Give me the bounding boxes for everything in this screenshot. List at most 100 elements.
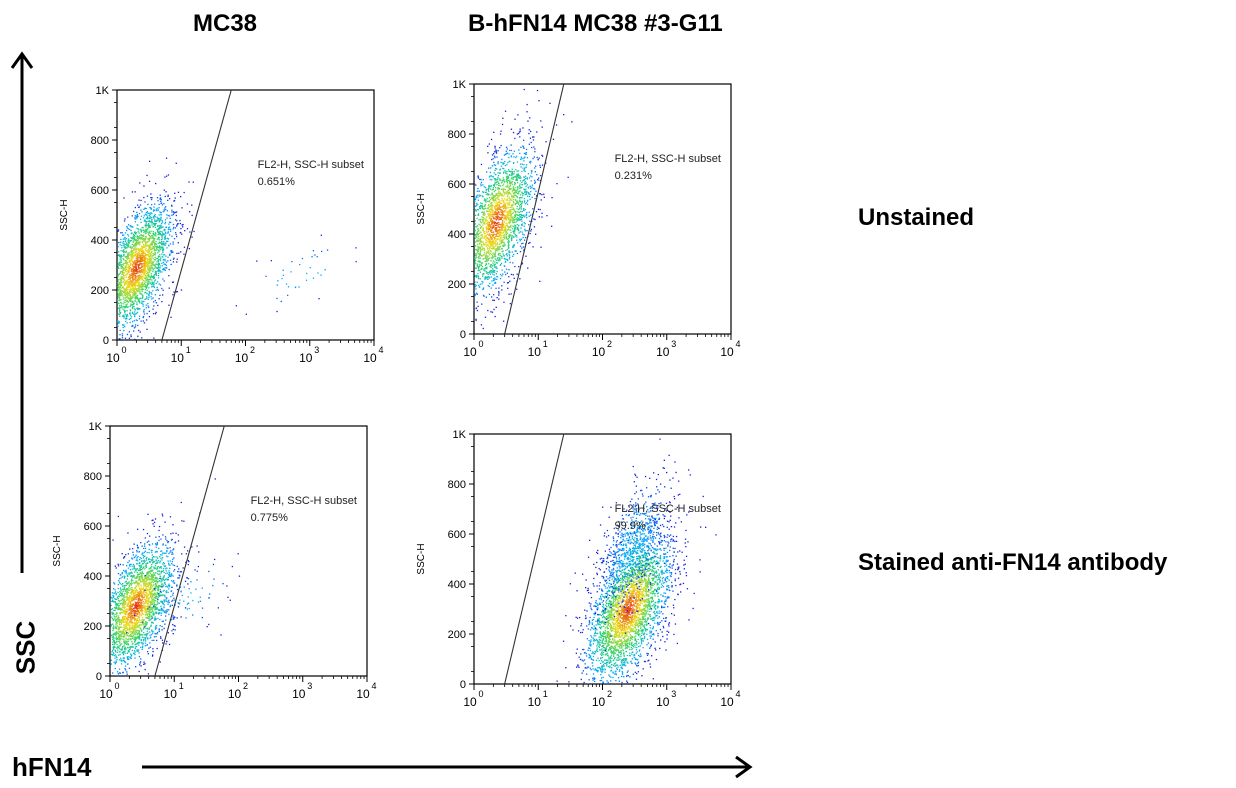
event-dot xyxy=(137,308,139,310)
event-dot xyxy=(129,298,131,300)
event-dot xyxy=(164,230,166,232)
event-dot xyxy=(135,249,137,251)
event-dot xyxy=(140,260,142,262)
event-dot xyxy=(497,181,499,183)
event-dot xyxy=(130,256,132,258)
event-dot xyxy=(175,232,177,234)
event-dot xyxy=(133,269,135,271)
event-dot xyxy=(145,221,148,223)
event-dot xyxy=(324,269,326,271)
event-dot xyxy=(167,174,170,176)
event-dot xyxy=(118,251,120,253)
event-dot xyxy=(157,262,159,264)
event-dot xyxy=(146,265,148,267)
event-dot xyxy=(355,261,357,263)
event-dot xyxy=(150,212,152,214)
event-dot xyxy=(532,208,534,210)
event-dot xyxy=(510,216,512,218)
event-dot xyxy=(516,227,519,230)
event-dot xyxy=(519,183,521,185)
event-dot xyxy=(480,178,482,181)
event-dot xyxy=(531,170,533,172)
event-dot xyxy=(124,260,126,262)
event-dot xyxy=(528,211,530,213)
event-dot xyxy=(146,296,148,298)
event-dot xyxy=(495,149,497,151)
event-dot xyxy=(496,257,499,260)
event-dot xyxy=(479,253,482,255)
event-dot xyxy=(154,267,156,269)
event-dot xyxy=(141,211,143,213)
event-dot xyxy=(505,202,507,204)
event-dot xyxy=(124,337,127,339)
event-dot xyxy=(165,233,167,235)
event-dot xyxy=(129,305,131,307)
event-dot xyxy=(132,321,134,323)
event-dot xyxy=(496,267,498,269)
event-dot xyxy=(152,585,154,587)
event-dot xyxy=(514,265,516,268)
event-dot xyxy=(134,294,136,296)
event-dot xyxy=(507,228,509,231)
event-dot xyxy=(485,268,487,270)
event-dot xyxy=(504,271,506,273)
event-dot xyxy=(541,194,543,196)
event-dot xyxy=(508,209,511,211)
event-dot xyxy=(487,248,489,250)
event-dot xyxy=(311,256,313,258)
event-dot xyxy=(496,214,498,216)
event-dot xyxy=(477,248,479,250)
event-dot xyxy=(144,270,147,272)
event-dot xyxy=(513,216,516,219)
event-dot xyxy=(117,324,119,327)
event-dot xyxy=(507,175,509,177)
event-dot xyxy=(127,286,129,288)
event-dot xyxy=(136,236,138,238)
event-dot xyxy=(153,277,155,279)
event-dot xyxy=(140,603,142,605)
event-dot xyxy=(515,179,517,181)
event-dot xyxy=(508,258,511,260)
event-dot xyxy=(235,305,237,307)
event-dot xyxy=(499,230,501,232)
event-dot xyxy=(159,198,161,200)
event-dot xyxy=(498,239,500,241)
event-dot xyxy=(129,569,131,571)
event-dot xyxy=(483,247,485,249)
event-dot xyxy=(141,337,143,339)
event-dot xyxy=(530,214,532,216)
event-dot xyxy=(505,216,507,218)
event-dot xyxy=(144,602,146,604)
event-dot xyxy=(133,330,135,332)
event-dot xyxy=(123,277,125,280)
event-dot xyxy=(509,221,512,223)
event-dot xyxy=(493,223,495,225)
x-tick-exponent: 2 xyxy=(607,339,612,349)
event-dot xyxy=(120,250,122,252)
event-dot xyxy=(161,234,163,236)
event-dot xyxy=(485,257,487,260)
event-dot xyxy=(134,260,136,262)
event-dot xyxy=(496,202,498,205)
event-dot xyxy=(120,626,122,628)
event-dot xyxy=(493,184,496,186)
event-dot xyxy=(119,263,121,265)
event-dot xyxy=(134,272,137,274)
event-dot xyxy=(122,258,124,260)
event-dot xyxy=(137,637,140,639)
event-dot xyxy=(541,216,543,218)
event-dot xyxy=(535,211,538,213)
event-dot xyxy=(526,111,528,113)
event-dot xyxy=(150,616,153,618)
event-dot xyxy=(142,643,144,645)
event-dot xyxy=(158,536,160,538)
event-dot xyxy=(498,292,500,294)
event-dot xyxy=(498,223,500,226)
event-dot xyxy=(151,298,153,300)
event-dot xyxy=(497,176,499,179)
event-dot xyxy=(164,260,166,262)
event-dot xyxy=(512,211,514,214)
event-dot xyxy=(153,274,156,276)
event-dot xyxy=(123,237,126,239)
event-dot xyxy=(508,241,510,243)
